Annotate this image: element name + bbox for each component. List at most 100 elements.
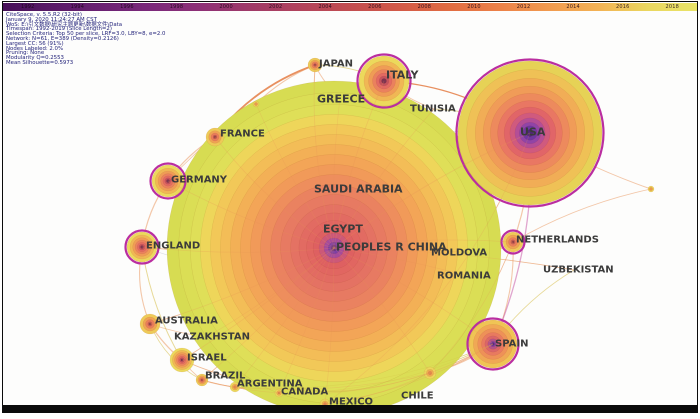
node-germany[interactable] — [149, 162, 187, 200]
node-argentina[interactable] — [229, 381, 241, 393]
country-label-england[interactable]: ENGLAND — [146, 241, 200, 252]
edge-over-spain-china — [333, 247, 494, 345]
edge-over-usa-china — [333, 132, 531, 249]
edge-over-chile-china — [333, 247, 431, 374]
tree-ring — [254, 102, 258, 106]
edge-overlay-layer — [141, 64, 575, 405]
edge-over-england-china — [141, 246, 335, 253]
node-china[interactable] — [166, 80, 502, 405]
year-segment-1996: 1996 — [102, 3, 152, 11]
network-canvas[interactable]: JAPAN ITALY GREECE TUNISIA FRANCE USA GERMANY S… — [3, 2, 697, 405]
visualization-frame: 1992 1994 1996 1998 2000 2002 2004 2006 2008 2010… — [2, 1, 698, 413]
year-segment-2010: 2010 — [449, 3, 499, 11]
country-label-saudi-arabia[interactable]: SAUDI ARABIA — [314, 183, 403, 196]
tree-ring — [381, 78, 387, 84]
tree-ring — [148, 322, 152, 326]
year-segment-2014: 2014 — [548, 3, 598, 11]
country-label-egypt[interactable]: EGYPT — [323, 223, 363, 236]
country-label-spain[interactable]: SPAIN — [495, 339, 528, 350]
country-label-moldova[interactable]: MOLDOVA — [431, 248, 487, 259]
node-france[interactable] — [205, 127, 225, 147]
country-label-usa[interactable]: USA — [520, 126, 546, 139]
node-sat2[interactable] — [647, 185, 655, 193]
country-label-canada[interactable]: CANADA — [281, 387, 328, 398]
info-line: WoS: E:\引文数据\研究主题更新\数据文件\Data — [6, 21, 123, 28]
info-line: CiteSpace, v. 5.5.R2 (32-bit) — [6, 12, 82, 18]
country-label-italy[interactable]: ITALY — [386, 69, 420, 82]
node-chile[interactable] — [423, 366, 437, 380]
tree-ring — [277, 391, 281, 395]
tree-ring — [166, 179, 170, 183]
country-label-tunisia[interactable]: TUNISIA — [410, 104, 456, 115]
edge-over-canada-spain — [278, 343, 494, 394]
edge-over-italy-china — [333, 80, 385, 249]
edge-sat2-netherlands — [512, 188, 652, 243]
node-japan[interactable] — [307, 57, 323, 73]
country-label-uzbekistan[interactable]: UZBEKISTAN — [543, 265, 614, 276]
edge-over-greece-china — [332, 97, 341, 249]
tree-ring — [314, 64, 316, 66]
node-layer — [124, 53, 655, 405]
country-label-japan[interactable]: JAPAN — [318, 59, 353, 70]
node-australia[interactable] — [139, 313, 161, 335]
node-netherlands[interactable] — [500, 229, 526, 255]
tree-ring — [180, 358, 184, 362]
country-label-peoples-r-china[interactable]: PEOPLES R CHINA — [336, 241, 447, 254]
edge-over-moldova-china — [333, 247, 460, 253]
tree-ring — [649, 187, 653, 191]
country-label-netherlands[interactable]: NETHERLANDS — [516, 235, 599, 246]
tree-ring — [213, 135, 217, 139]
edge-over-argentina-spain — [234, 343, 494, 389]
edge-over-mexico-usa — [324, 132, 531, 405]
year-label: 2008 — [417, 3, 432, 10]
edge-over-romania-china — [333, 247, 465, 276]
country-label-mexico[interactable]: MEXICO — [329, 397, 373, 406]
tree-ring — [330, 244, 338, 252]
node-mexico[interactable] — [319, 398, 331, 405]
edge-over-brazil-china — [201, 247, 335, 381]
country-label-france[interactable]: FRANCE — [220, 129, 265, 140]
year-segment-2018: 2018 — [647, 3, 697, 11]
country-label-kazakhstan[interactable]: KAZAKHSTAN — [174, 332, 250, 343]
edge-over-canada-china — [278, 247, 335, 394]
country-label-australia[interactable]: AUSTRALIA — [155, 316, 218, 327]
country-label-chile[interactable]: CHILE — [401, 391, 434, 402]
year-label: 2014 — [566, 3, 580, 10]
node-sat1[interactable] — [252, 100, 260, 108]
edge-over-france-china — [214, 136, 335, 249]
node-england[interactable] — [124, 229, 160, 265]
info-line: Largest CC: 56 (91%) — [6, 40, 64, 47]
year-label: 1994 — [70, 3, 85, 10]
node-canada[interactable] — [274, 388, 284, 398]
edge-over-australia-china — [149, 247, 335, 325]
country-label-israel[interactable]: ISRAEL — [187, 353, 227, 364]
edge-over-argentina-chile — [234, 372, 431, 390]
country-label-brazil[interactable]: BRAZIL — [205, 371, 246, 382]
year-label: 2016 — [615, 3, 630, 10]
tree-ring — [491, 342, 495, 346]
label-layer: JAPAN ITALY GREECE TUNISIA FRANCE USA GERMANY S… — [146, 59, 614, 406]
year-label: 2004 — [318, 3, 333, 10]
year-segment-2004: 2004 — [300, 3, 351, 11]
year-segment-1994: 1994 — [52, 3, 103, 11]
edge-over-sat1-china — [255, 103, 335, 249]
info-line: Nodes Labeled: 2.0% — [6, 45, 64, 52]
node-usa[interactable] — [455, 58, 605, 208]
country-label-greece[interactable]: GREECE — [317, 93, 365, 106]
year-segment-2000: 2000 — [201, 3, 251, 11]
year-segment-2006: 2006 — [350, 3, 400, 11]
node-spain[interactable] — [466, 317, 520, 371]
year-label: 1996 — [120, 3, 134, 10]
year-label: 1992 — [21, 3, 35, 10]
year-segment-2002: 2002 — [250, 3, 301, 11]
node-israel[interactable] — [169, 347, 195, 373]
node-brazil[interactable] — [195, 373, 209, 387]
year-segment-1992: 1992 — [3, 3, 53, 11]
centrality-ring — [149, 162, 187, 200]
country-label-romania[interactable]: ROMANIA — [437, 271, 491, 282]
edge-over-germany-china — [167, 180, 335, 249]
node-italy[interactable] — [356, 53, 412, 109]
country-label-argentina[interactable]: ARGENTINA — [237, 379, 303, 390]
country-label-germany[interactable]: GERMANY — [171, 175, 228, 186]
